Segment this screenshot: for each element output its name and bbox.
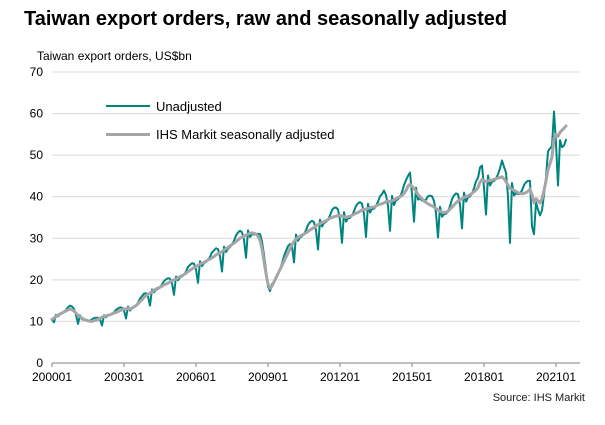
y-tick-label: 30 bbox=[30, 231, 44, 245]
x-tick-label: 200301 bbox=[104, 370, 144, 384]
chart-legend: Unadjusted IHS Markit seasonally adjuste… bbox=[106, 92, 334, 148]
y-tick-label: 20 bbox=[30, 273, 44, 287]
seasonally-adjusted-line-swatch bbox=[106, 132, 150, 136]
unadjusted-line-swatch bbox=[106, 105, 150, 107]
x-tick-label: 200001 bbox=[32, 370, 72, 384]
page-title: Taiwan export orders, raw and seasonally… bbox=[24, 8, 508, 30]
legend-label-unadjusted: Unadjusted bbox=[156, 98, 222, 114]
legend-label-seasonally-adjusted: IHS Markit seasonally adjusted bbox=[156, 126, 335, 142]
source-note: Source: IHS Markit bbox=[492, 392, 585, 404]
x-tick-label: 201501 bbox=[392, 370, 432, 384]
y-tick-label: 60 bbox=[30, 107, 44, 121]
line-chart: 0 10 20 30 40 50 60 70 200001 200301 200601 200901 2… bbox=[30, 65, 580, 384]
y-tick-label: 10 bbox=[30, 314, 44, 328]
y-tick-label: 50 bbox=[30, 148, 44, 162]
x-tick-label: 202101 bbox=[536, 370, 576, 384]
x-tick-label: 200601 bbox=[176, 370, 216, 384]
legend-item-seasonally-adjusted: IHS Markit seasonally adjusted bbox=[106, 120, 334, 148]
chart-subtitle: Taiwan export orders, US$bn bbox=[37, 49, 192, 63]
y-tick-label: 70 bbox=[30, 65, 44, 79]
y-tick-label: 0 bbox=[36, 356, 43, 370]
x-tick-label: 201201 bbox=[320, 370, 360, 384]
y-tick-label: 40 bbox=[30, 190, 44, 204]
legend-item-unadjusted: Unadjusted bbox=[106, 92, 334, 120]
series-line-ihs-markit-seasonally-adjusted bbox=[50, 124, 568, 323]
x-tick-label: 200901 bbox=[248, 370, 288, 384]
chart-area: 0 10 20 30 40 50 60 70 200001 200301 200601 200901 2… bbox=[0, 62, 605, 392]
x-tick-label: 201801 bbox=[464, 370, 504, 384]
